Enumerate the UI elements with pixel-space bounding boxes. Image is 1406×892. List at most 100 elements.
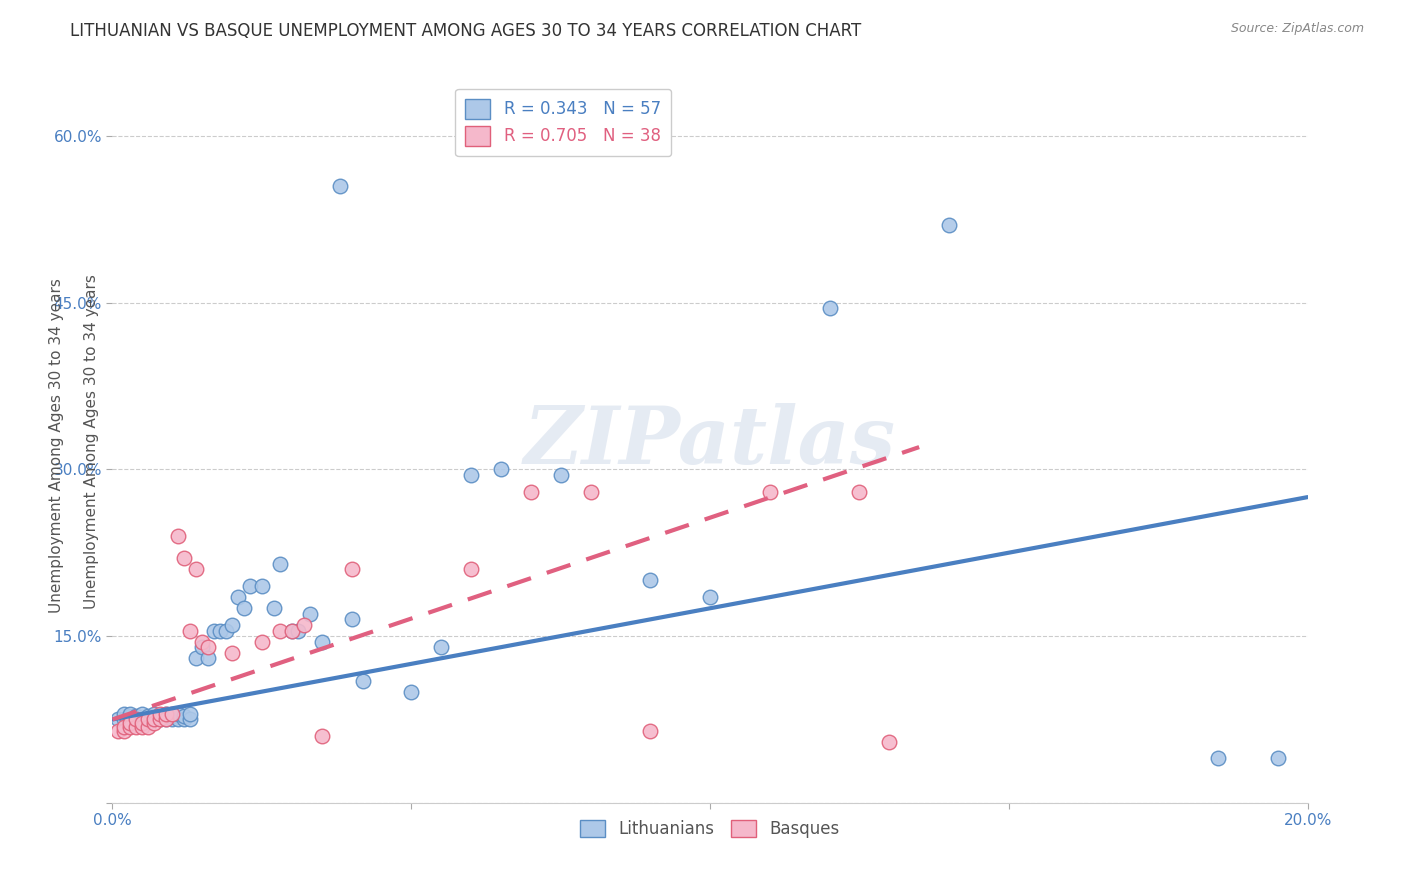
Point — [460, 467, 482, 482]
Point — [640, 723, 662, 738]
Text: ZIPatlas: ZIPatlas — [524, 403, 896, 480]
Point — [143, 706, 166, 721]
Point — [311, 729, 333, 743]
Point — [138, 713, 160, 727]
Legend: Lithuanians, Basques: Lithuanians, Basques — [574, 814, 846, 845]
Point — [879, 734, 901, 748]
Point — [197, 651, 219, 665]
Point — [263, 601, 285, 615]
Point — [221, 618, 243, 632]
Point — [340, 562, 363, 576]
Point — [186, 651, 208, 665]
Point — [281, 624, 304, 638]
Point — [239, 579, 262, 593]
Point — [131, 715, 153, 730]
Point — [1206, 751, 1229, 765]
Point — [114, 706, 135, 721]
Point — [120, 720, 142, 734]
Point — [281, 624, 304, 638]
Text: Unemployment Among Ages 30 to 34 years: Unemployment Among Ages 30 to 34 years — [49, 278, 63, 614]
Point — [353, 673, 375, 688]
Point — [550, 467, 572, 482]
Point — [460, 562, 482, 576]
Point — [298, 607, 321, 621]
Point — [149, 713, 172, 727]
Point — [167, 706, 190, 721]
Point — [143, 713, 166, 727]
Point — [107, 713, 129, 727]
Point — [155, 706, 177, 721]
Point — [221, 646, 243, 660]
Point — [131, 720, 153, 734]
Point — [155, 713, 177, 727]
Point — [191, 640, 214, 655]
Point — [215, 624, 238, 638]
Point — [233, 601, 256, 615]
Point — [292, 618, 315, 632]
Point — [938, 218, 960, 232]
Point — [125, 720, 148, 734]
Point — [125, 713, 148, 727]
Text: Source: ZipAtlas.com: Source: ZipAtlas.com — [1230, 22, 1364, 36]
Point — [149, 706, 172, 721]
Point — [848, 484, 870, 499]
Point — [430, 640, 453, 655]
Point — [125, 713, 148, 727]
Point — [759, 484, 782, 499]
Point — [125, 709, 148, 723]
Y-axis label: Unemployment Among Ages 30 to 34 years: Unemployment Among Ages 30 to 34 years — [83, 274, 98, 609]
Point — [120, 713, 142, 727]
Point — [173, 713, 195, 727]
Point — [155, 713, 177, 727]
Point — [162, 709, 183, 723]
Point — [131, 706, 153, 721]
Point — [149, 709, 172, 723]
Point — [114, 720, 135, 734]
Point — [340, 612, 363, 626]
Point — [173, 551, 195, 566]
Point — [1267, 751, 1289, 765]
Point — [699, 590, 721, 604]
Point — [202, 624, 225, 638]
Point — [818, 301, 841, 315]
Point — [250, 579, 273, 593]
Point — [107, 723, 129, 738]
Point — [173, 709, 195, 723]
Point — [120, 709, 142, 723]
Point — [191, 634, 214, 648]
Point — [186, 562, 208, 576]
Point — [520, 484, 543, 499]
Point — [131, 713, 153, 727]
Point — [162, 706, 183, 721]
Point — [197, 640, 219, 655]
Point — [138, 709, 160, 723]
Point — [149, 713, 172, 727]
Text: LITHUANIAN VS BASQUE UNEMPLOYMENT AMONG AGES 30 TO 34 YEARS CORRELATION CHART: LITHUANIAN VS BASQUE UNEMPLOYMENT AMONG … — [70, 22, 862, 40]
Point — [143, 715, 166, 730]
Point — [138, 720, 160, 734]
Point — [155, 706, 177, 721]
Point — [489, 462, 512, 476]
Point — [640, 574, 662, 588]
Point — [114, 713, 135, 727]
Point — [250, 634, 273, 648]
Point — [329, 178, 352, 193]
Point — [167, 529, 190, 543]
Point — [143, 713, 166, 727]
Point — [226, 590, 249, 604]
Point — [114, 723, 135, 738]
Point — [401, 684, 423, 698]
Point — [167, 713, 190, 727]
Point — [269, 624, 291, 638]
Point — [120, 715, 142, 730]
Point — [162, 713, 183, 727]
Point — [269, 557, 291, 571]
Point — [579, 484, 602, 499]
Point — [287, 624, 309, 638]
Point — [120, 706, 142, 721]
Point — [209, 624, 232, 638]
Point — [179, 713, 201, 727]
Point — [179, 624, 201, 638]
Point — [311, 634, 333, 648]
Point — [138, 713, 160, 727]
